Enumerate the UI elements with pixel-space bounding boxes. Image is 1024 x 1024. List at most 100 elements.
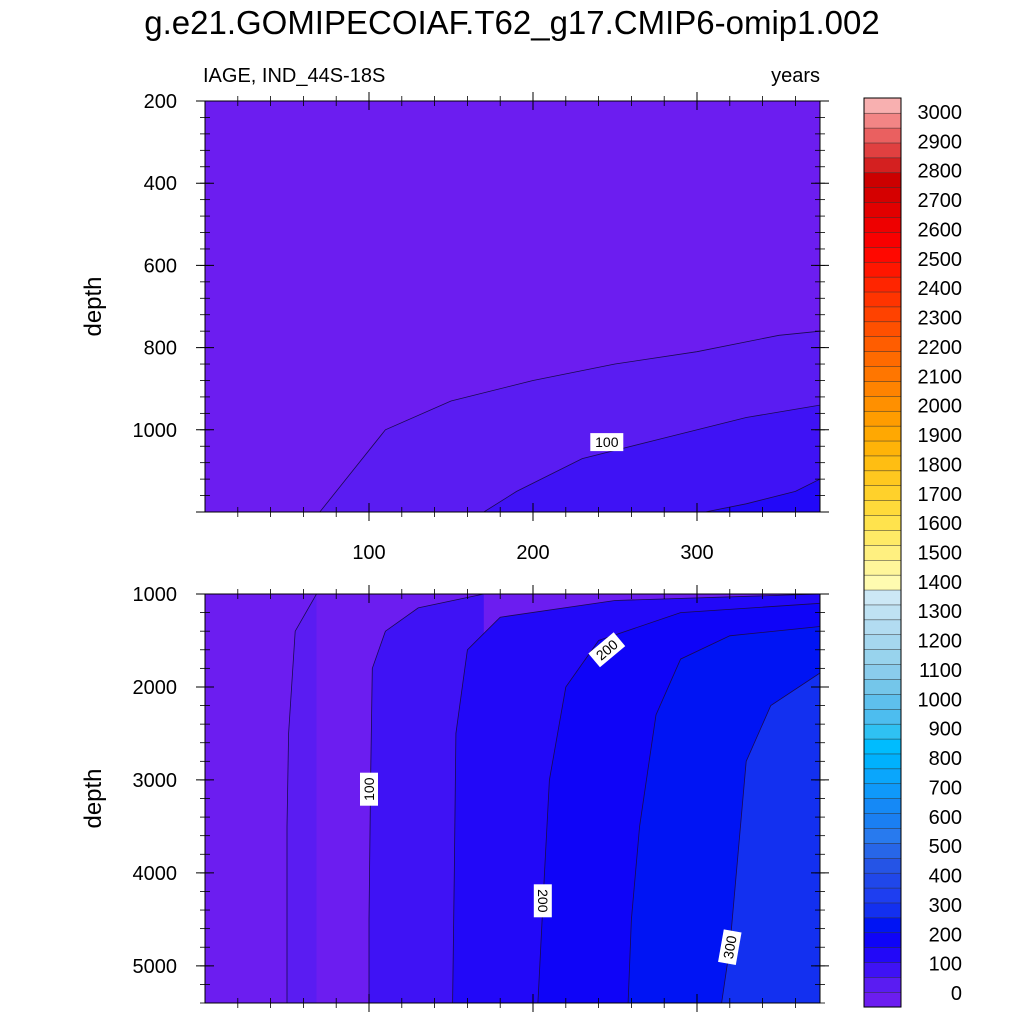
- colorbar-box: [863, 902, 902, 919]
- colorbar-box: [863, 97, 902, 114]
- contour-label: 100: [360, 772, 378, 806]
- colorbar-box: [863, 425, 902, 442]
- colorbar-box: [863, 500, 902, 516]
- colorbar-label: 500: [929, 836, 962, 858]
- colorbar-label: 0: [951, 983, 962, 1005]
- colorbar-box: [863, 395, 902, 412]
- colorbar-box: [863, 485, 902, 501]
- colorbar-box: [863, 365, 902, 382]
- colorbar-box: [863, 708, 902, 725]
- colorbar-box: [863, 962, 902, 978]
- colorbar-label: 700: [929, 777, 962, 799]
- colorbar-box: [863, 559, 902, 576]
- colorbar-box: [863, 440, 902, 457]
- colorbar-box: [863, 172, 902, 188]
- colorbar-box: [863, 649, 902, 665]
- colorbar-box: [863, 574, 902, 591]
- colorbar-label: 2800: [918, 161, 963, 183]
- colorbar-box: [863, 693, 902, 710]
- colorbar-box: [863, 917, 902, 934]
- colorbar-frame: [863, 97, 902, 1008]
- colorbar-box: [863, 976, 902, 993]
- colorbar-label: 800: [929, 748, 962, 770]
- colorbar-label: 1500: [918, 543, 963, 565]
- colorbar-box: [863, 827, 902, 844]
- band-2: [483, 405, 820, 512]
- colorbar-box: [863, 544, 902, 561]
- y-tick-label: 200: [144, 91, 177, 113]
- colorbar-box: [863, 678, 902, 695]
- colorbar-box: [863, 604, 902, 621]
- colorbar-box: [863, 291, 902, 308]
- x-tick-label: 200: [516, 542, 549, 564]
- colorbar-label: 2000: [918, 396, 963, 418]
- contour-label-text: 300: [720, 934, 740, 960]
- subtitle-right: years: [771, 65, 820, 87]
- colorbar-label: 1300: [918, 601, 963, 623]
- y-tick-label: 2000: [133, 677, 178, 699]
- colorbar-box: [863, 723, 902, 740]
- colorbar-box: [863, 351, 902, 367]
- colorbar-label: 2400: [918, 278, 963, 300]
- y-tick-label: 800: [144, 338, 177, 360]
- contour-line-50: [286, 594, 317, 1003]
- colorbar-label: 2700: [918, 190, 963, 212]
- y-tick-label: 1000: [133, 420, 178, 442]
- colorbar-box: [863, 798, 902, 814]
- colorbar-box: [863, 276, 902, 293]
- colorbar-box: [863, 202, 902, 218]
- colorbar-box: [863, 589, 902, 606]
- colorbar-label: 1000: [918, 689, 963, 711]
- contour-line-100: [368, 594, 484, 1003]
- contour-label-text: 100: [595, 434, 619, 450]
- colorbar-box: [863, 842, 902, 859]
- colorbar-label: 200: [929, 924, 962, 946]
- contour-label: 300: [718, 929, 742, 966]
- colorbar-box: [863, 783, 902, 799]
- x-tick-label: 300: [680, 542, 713, 564]
- colorbar-box: [863, 380, 902, 397]
- contour-line-250: [627, 626, 820, 1003]
- colorbar-box: [863, 529, 902, 546]
- colorbar-label: 2100: [918, 366, 963, 388]
- colorbar-box: [863, 336, 902, 352]
- colorbar-box: [863, 664, 902, 680]
- contour-line-50: [319, 330, 820, 512]
- colorbar-label: 1200: [918, 631, 963, 653]
- colorbar: 0 100 200 300 400 500 600 700 800 900 1000 1100 1200…: [863, 97, 963, 1008]
- colorbar-label: 2300: [918, 308, 963, 330]
- colorbar-label: 2600: [918, 220, 963, 242]
- colorbar-label: 3000: [918, 102, 963, 124]
- colorbar-box: [863, 857, 902, 874]
- contour-label: 200: [533, 884, 552, 918]
- x-tick-label: 100: [352, 542, 385, 564]
- colorbar-box: [863, 753, 902, 770]
- colorbar-label: 1900: [918, 425, 963, 447]
- top-panel: 100 200 400 600 800 1000 100 200 300 depth IAGE, I…: [80, 65, 829, 564]
- y-tick-label: 3000: [133, 770, 178, 792]
- colorbar-box: [863, 768, 902, 785]
- y-axis-label: depth: [80, 768, 107, 828]
- contour-line-150: [452, 594, 820, 1003]
- colorbar-box: [863, 470, 902, 486]
- y-tick-label: 600: [144, 255, 177, 277]
- colorbar-box: [863, 872, 902, 889]
- colorbar-box: [863, 410, 902, 427]
- colorbar-box: [863, 246, 902, 263]
- colorbar-box: [863, 932, 902, 948]
- colorbar-label: 2200: [918, 337, 963, 359]
- y-axis-label: depth: [80, 276, 107, 336]
- colorbar-label: 1800: [918, 454, 963, 476]
- colorbar-box: [863, 634, 902, 650]
- chart-title: g.e21.GOMIPECOIAF.T62_g17.CMIP6-omip1.00…: [144, 4, 880, 41]
- colorbar-box: [863, 813, 902, 829]
- colorbar-box: [863, 455, 902, 472]
- colorbar-label: 900: [929, 719, 962, 741]
- colorbar-label: 400: [929, 866, 962, 888]
- colorbar-box: [863, 261, 902, 278]
- plot-frame: [204, 100, 821, 513]
- colorbar-label: 1600: [918, 513, 963, 535]
- colorbar-box: [863, 142, 902, 159]
